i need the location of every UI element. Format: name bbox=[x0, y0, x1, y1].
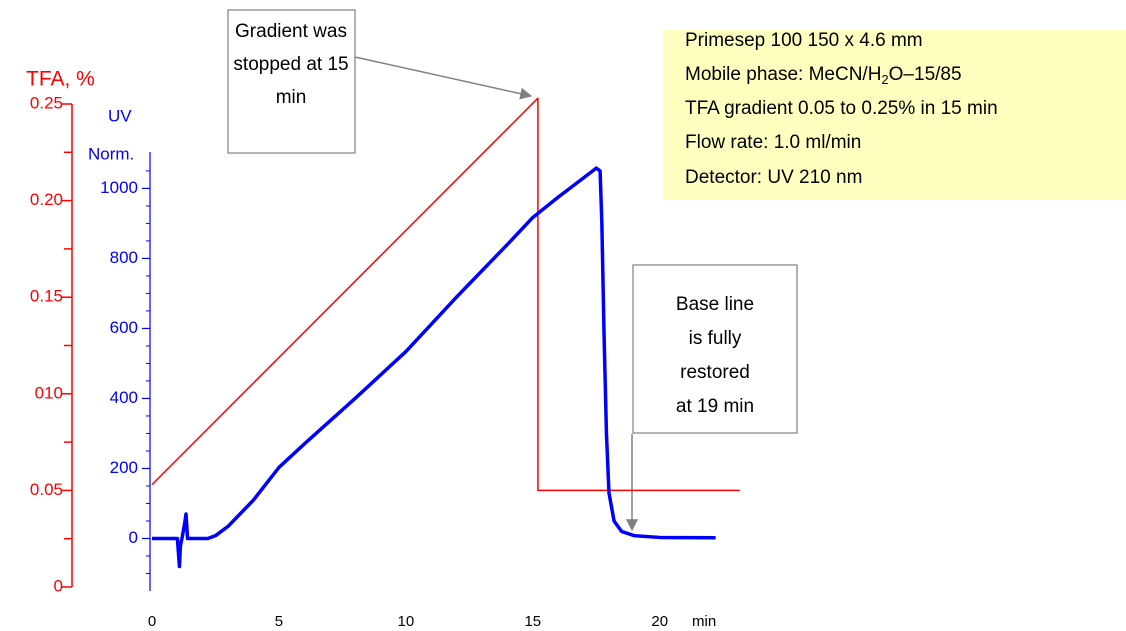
x-tick-label: 15 bbox=[524, 613, 541, 630]
y2-axis-label: Norm. bbox=[88, 144, 134, 163]
x-tick-label: 5 bbox=[275, 613, 283, 630]
annotation-text: Base line bbox=[676, 294, 754, 315]
plot-area: 0 0.05 010 0.15 0.20 0.25 0 200 400 600 800 1000 0 5 1… bbox=[30, 93, 740, 630]
x-tick-label: 20 bbox=[651, 613, 668, 630]
y2-tick-label: 600 bbox=[110, 318, 138, 337]
y-tick-label: 0.25 bbox=[30, 93, 63, 112]
info-subscript: 2 bbox=[881, 72, 888, 87]
info-box bbox=[663, 30, 1126, 200]
annotation-text: restored bbox=[680, 362, 750, 383]
x-tick-label: 0 bbox=[148, 613, 156, 630]
annotation-box bbox=[227, 9, 356, 154]
x-axis-label: min bbox=[692, 613, 716, 630]
info-text: O–15/85 bbox=[889, 64, 962, 85]
annotation-text: is fully bbox=[689, 328, 742, 349]
info-line: Primesep 100 150 x 4.6 mm bbox=[685, 30, 923, 51]
x-tick-label: 10 bbox=[398, 613, 415, 630]
annotation-text: Gradient was bbox=[235, 21, 347, 42]
y2-tick-label: 800 bbox=[110, 248, 138, 267]
info-line: Mobile phase: MeCN/H2O–15/85 bbox=[685, 64, 962, 87]
y-tick-label: 010 bbox=[35, 383, 63, 402]
annotation-text: min bbox=[276, 87, 307, 108]
y2-tick-label: 400 bbox=[110, 388, 138, 407]
annotation-arrow bbox=[354, 56, 533, 100]
annotation-text: stopped at 15 bbox=[233, 54, 348, 75]
y2-tick-label: 1000 bbox=[100, 178, 138, 197]
info-line: TFA gradient 0.05 to 0.25% in 15 min bbox=[685, 98, 998, 119]
y2-axis-label: UV bbox=[108, 106, 132, 125]
info-text: Mobile phase: MeCN/H bbox=[685, 64, 881, 85]
series-line bbox=[152, 166, 716, 569]
y-tick-label: 0 bbox=[54, 576, 63, 595]
y-tick-label: 0.05 bbox=[30, 480, 63, 499]
series-line bbox=[151, 97, 740, 492]
y2-tick-label: 200 bbox=[110, 458, 138, 477]
y-tick-label: 0.15 bbox=[30, 287, 63, 306]
y-tick-label: 0.20 bbox=[30, 190, 63, 209]
info-line: Detector: UV 210 nm bbox=[685, 167, 862, 188]
y-axis-label: TFA, % bbox=[26, 68, 95, 91]
annotation-box bbox=[632, 264, 798, 434]
y2-tick-label: 0 bbox=[129, 528, 138, 547]
annotation-text: at 19 min bbox=[676, 396, 754, 417]
info-line: Flow rate: 1.0 ml/min bbox=[685, 132, 861, 153]
